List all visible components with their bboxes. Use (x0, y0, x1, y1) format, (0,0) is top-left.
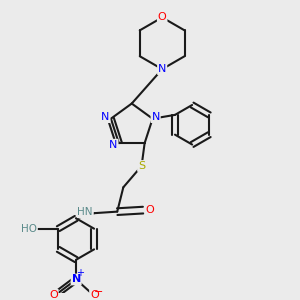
Text: −: − (94, 287, 104, 297)
Text: HO: HO (21, 224, 37, 234)
Text: O: O (146, 205, 154, 215)
Text: O: O (158, 12, 167, 22)
Text: O: O (90, 290, 99, 300)
Text: N: N (152, 112, 160, 122)
Text: +: + (76, 268, 84, 278)
Text: HN: HN (77, 207, 93, 217)
Text: S: S (138, 161, 145, 171)
Text: O: O (49, 290, 58, 300)
Text: N: N (158, 64, 166, 74)
Text: N: N (71, 274, 81, 284)
Text: N: N (101, 112, 110, 122)
Text: N: N (109, 140, 118, 150)
